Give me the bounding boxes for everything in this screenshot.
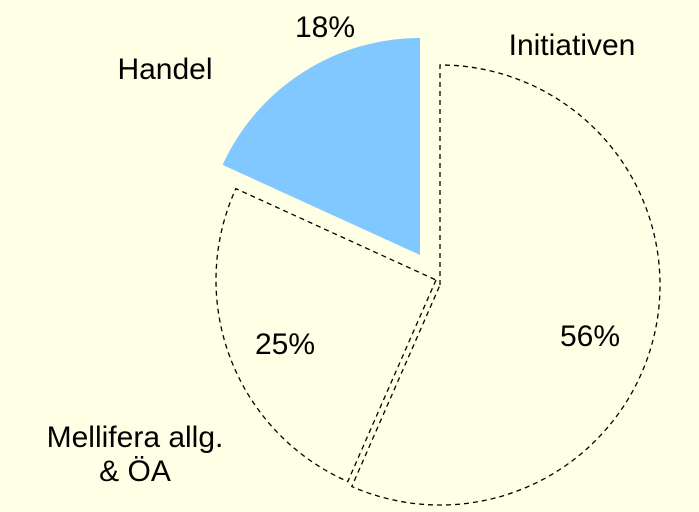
- pie-slice: [222, 38, 420, 255]
- value-label: 18%: [294, 11, 356, 44]
- value-label: 56%: [559, 320, 621, 353]
- category-label: Initiativen: [508, 29, 636, 62]
- category-label: Mellifera allg. & ÖA: [46, 421, 224, 488]
- pie-slice: [215, 187, 437, 483]
- pie-slice: [350, 64, 661, 506]
- value-label: 25%: [254, 328, 316, 361]
- category-label: Handel: [117, 53, 213, 86]
